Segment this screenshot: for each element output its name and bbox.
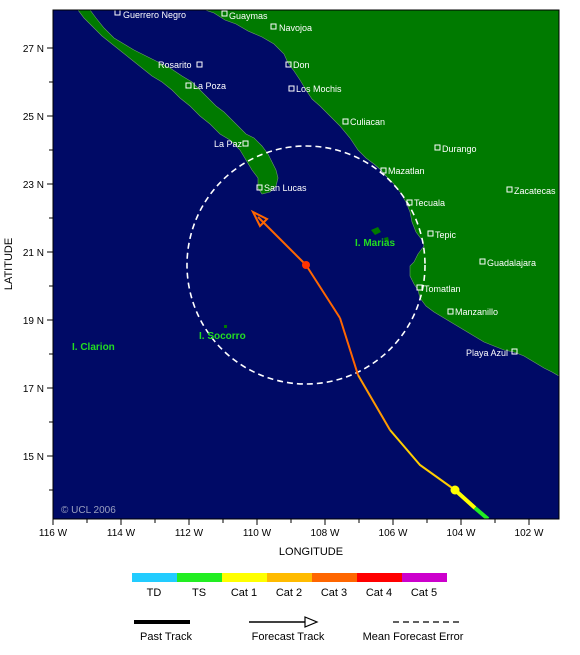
scale-label-ts: TS	[192, 587, 206, 599]
lat-tick-label: 17 N	[23, 384, 44, 395]
place-label: Tomatlan	[424, 284, 461, 294]
scale-label-cat3: Cat 3	[321, 587, 347, 599]
scale-swatch-ts	[177, 573, 222, 582]
place-label: San Lucas	[264, 183, 307, 193]
place-label: La Poza	[193, 81, 226, 91]
place-label: Navojoa	[279, 23, 312, 33]
islas-marias-landmass	[371, 227, 381, 235]
place-label: Guadalajara	[487, 258, 536, 268]
longitude-axis	[52, 519, 530, 525]
socorro-landmass	[224, 325, 227, 328]
lon-tick-label: 112 W	[175, 528, 204, 539]
scale-label-cat2: Cat 2	[276, 587, 302, 599]
lat-tick-label: 27 N	[23, 44, 44, 55]
scale-label-cat1: Cat 1	[231, 587, 257, 599]
lon-tick-label: 110 W	[243, 528, 272, 539]
past-track-ts-green	[473, 506, 490, 519]
map-border	[52, 9, 560, 520]
lat-tick-label: 23 N	[23, 180, 44, 191]
lon-tick-label: 116 W	[39, 528, 68, 539]
past-track-cat2	[339, 317, 359, 376]
place-label: Manzanillo	[455, 307, 498, 317]
past-track	[339, 317, 490, 519]
lat-tick-label: 25 N	[23, 112, 44, 123]
mainland-landmass	[204, 10, 559, 377]
place-label: Guerrero Negro	[123, 10, 186, 20]
past-position-marker	[450, 485, 460, 495]
intensity-scale-bar	[132, 573, 447, 582]
place-label: Don	[293, 60, 310, 70]
island-label: I. Clarion	[72, 342, 115, 353]
latitude-axis	[47, 47, 53, 491]
scale-label-cat4: Cat 4	[366, 587, 392, 599]
baja-peninsula	[77, 10, 279, 195]
lon-tick-label: 104 W	[447, 528, 476, 539]
lon-tick-label: 114 W	[107, 528, 136, 539]
forecast-track	[250, 209, 341, 319]
scale-label-td: TD	[147, 587, 162, 599]
past-track-legend-label: Past Track	[140, 631, 192, 643]
scale-label-cat5: Cat 5	[411, 587, 437, 599]
scale-swatch-td	[132, 573, 177, 582]
scale-swatch-cat2	[267, 573, 312, 582]
forecast-arrowhead	[250, 209, 269, 228]
place-label: Los Mochis	[296, 84, 342, 94]
place-label: Rosarito	[158, 60, 192, 70]
mean-forecast-error-circle	[186, 145, 426, 385]
lon-tick-label: 102 W	[515, 528, 544, 539]
track-legend	[134, 616, 463, 628]
scale-swatch-cat5	[402, 573, 447, 582]
x-axis-label: LONGITUDE	[279, 546, 343, 558]
scale-swatch-cat4	[357, 573, 402, 582]
mean-error-legend-label: Mean Forecast Error	[363, 631, 464, 643]
place-label: Tecuala	[414, 198, 445, 208]
forecast-track-legend-arrow	[304, 616, 319, 628]
past-track-cat1	[389, 429, 456, 491]
forecast-track-legend-label: Forecast Track	[252, 631, 325, 643]
place-label: Playa Azul	[466, 348, 508, 358]
place-label: Tepic	[435, 230, 457, 240]
lat-tick-label: 19 N	[23, 316, 44, 327]
place-markers	[114, 10, 518, 355]
scale-swatch-cat1	[222, 573, 267, 582]
past-track-cat2-b	[357, 374, 391, 431]
island-label: I. Marias	[355, 238, 395, 249]
place-label: Mazatlan	[388, 166, 425, 176]
lon-tick-label: 108 W	[311, 528, 340, 539]
lat-tick-label: 15 N	[23, 452, 44, 463]
place-label: Zacatecas	[514, 186, 556, 196]
place-label: Durango	[442, 144, 477, 154]
place-label: Culiacan	[350, 117, 385, 127]
copyright-text: © UCL 2006	[61, 505, 116, 516]
current-position-marker	[302, 261, 310, 269]
y-axis-label: LATITUDE	[3, 238, 15, 290]
lon-tick-label: 106 W	[379, 528, 408, 539]
place-label: La Paz	[214, 139, 243, 149]
lat-tick-label: 21 N	[23, 248, 44, 259]
scale-swatch-cat3	[312, 573, 357, 582]
island-label: I. Socorro	[199, 331, 246, 342]
place-label: Guaymas	[229, 11, 268, 21]
islas-marias-landmass-2	[384, 237, 389, 242]
